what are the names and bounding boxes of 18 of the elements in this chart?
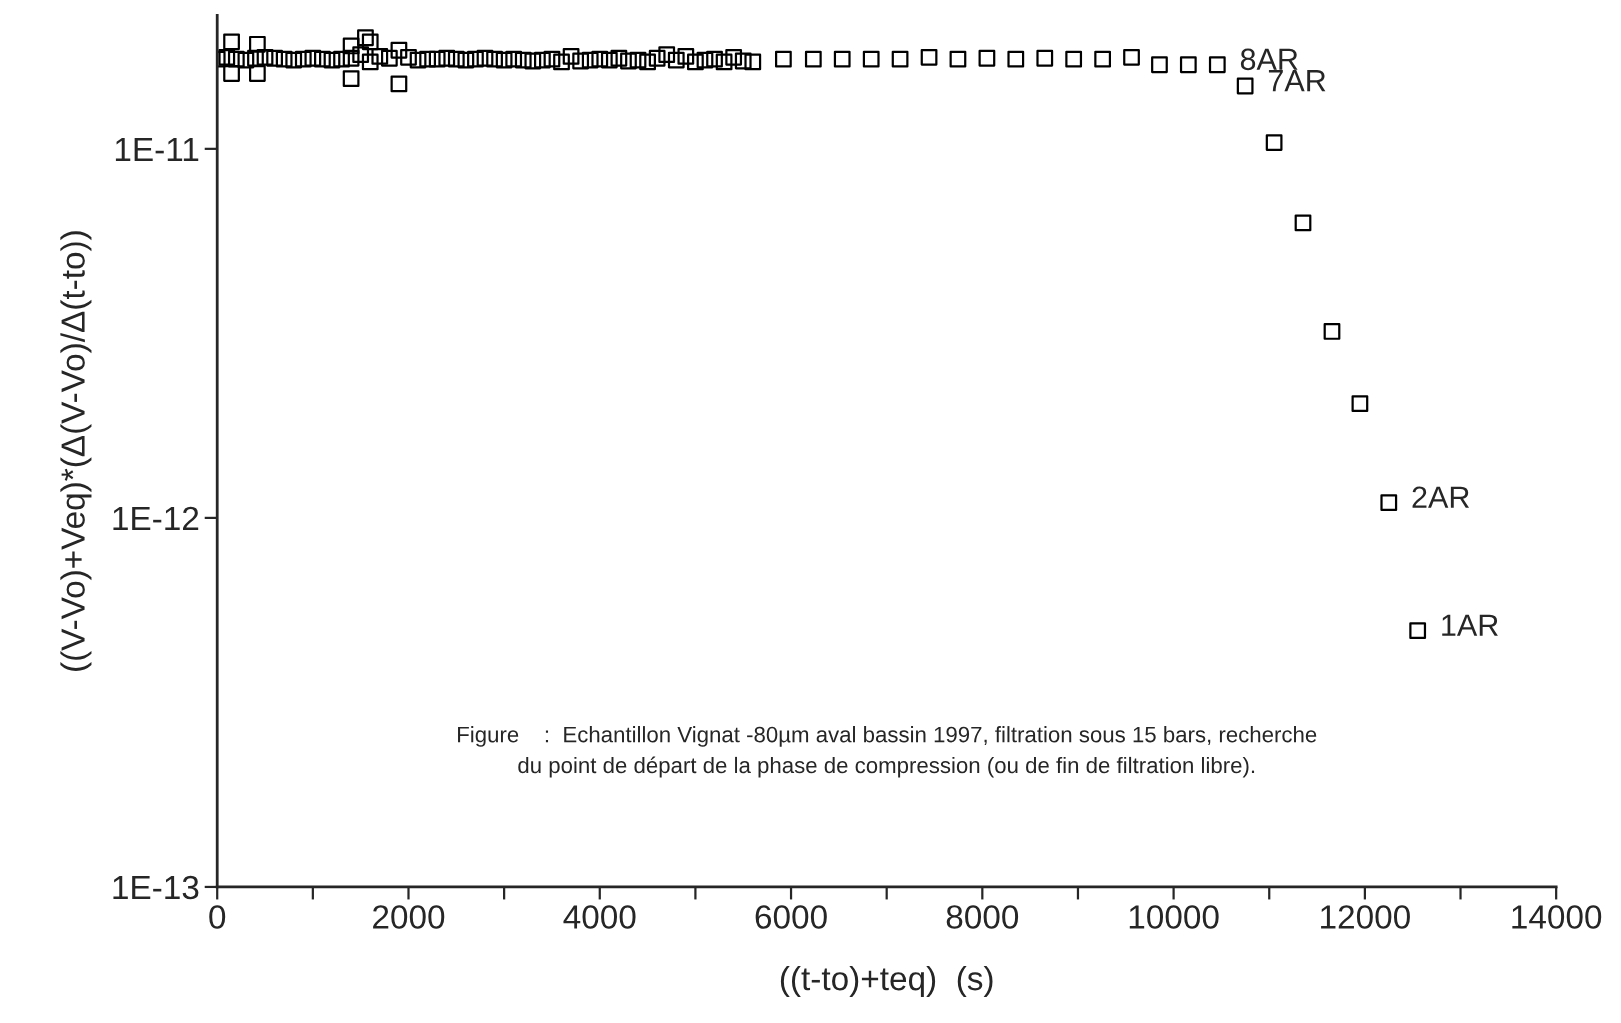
x-tick-label: 12000 (1321, 905, 1410, 929)
x-tick-label: 0 (209, 905, 226, 929)
annotation: 8AR (1240, 48, 1298, 71)
annotation: 7AR (1268, 70, 1326, 92)
x-tick-label: 8000 (946, 905, 1019, 929)
y-tick-label: 1E-12 (113, 506, 199, 530)
y-tick-label: 1E-13 (113, 875, 199, 900)
x-axis-title: ((t-to)+teq) (s) (780, 965, 993, 997)
annotation: Figure : Echantillon Vignat -80µm aval bassin 1997, filtration sous 15 bars, recherche du point de départ de la phase de compression (ou de fin de filtration libre). (458, 726, 1317, 778)
x-tick-label: 4000 (563, 905, 636, 929)
x-tick-label: 6000 (755, 905, 827, 929)
x-tick-label: 2000 (373, 905, 445, 929)
annotation: 2AR (1412, 486, 1470, 508)
y-tick-label: 1E-11 (115, 137, 199, 161)
y-axis-title: ((V-Vo)+Veq)*(Δ(V-Vo)/Δ(t-to)) (60, 231, 92, 671)
annotation: 1AR (1442, 614, 1498, 636)
x-tick-label: 14000 (1512, 905, 1602, 929)
x-tick-label: 10000 (1129, 905, 1219, 929)
